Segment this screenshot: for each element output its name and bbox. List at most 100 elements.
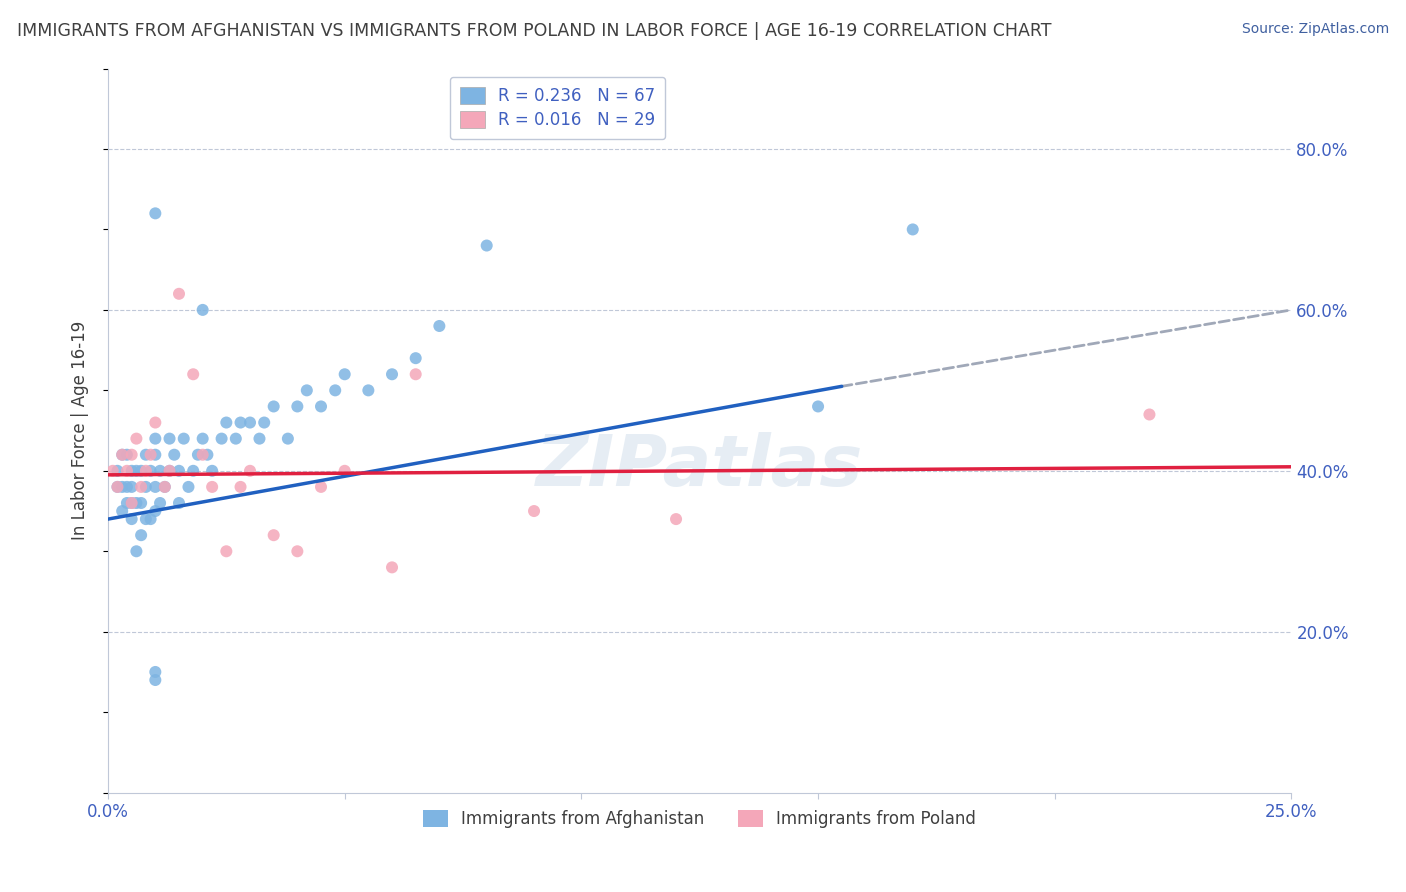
Point [159, 432, 181, 446]
Point [225, 432, 247, 446]
Point [807, 400, 830, 414]
Point [129, 528, 152, 542]
Point [229, 416, 252, 430]
Point [125, 544, 148, 558]
Point [135, 448, 157, 462]
Point [139, 448, 162, 462]
Point [111, 448, 134, 462]
Point [143, 448, 166, 462]
Point [901, 222, 924, 236]
Point [159, 464, 181, 478]
Point [115, 448, 138, 462]
Point [115, 496, 138, 510]
Point [149, 496, 172, 510]
Point [323, 384, 346, 398]
Point [121, 464, 143, 478]
Point [405, 368, 427, 382]
Point [285, 544, 308, 558]
Point [129, 480, 152, 494]
Point [295, 384, 318, 398]
Point [381, 368, 404, 382]
Point [253, 416, 276, 430]
Point [129, 496, 152, 510]
Point [143, 206, 166, 220]
Point [249, 432, 271, 446]
Point [125, 464, 148, 478]
Point [143, 416, 166, 430]
Point [135, 512, 157, 526]
Point [191, 448, 214, 462]
Y-axis label: In Labor Force | Age 16-19: In Labor Force | Age 16-19 [72, 321, 89, 541]
Point [1139, 408, 1161, 422]
Point [121, 496, 143, 510]
Point [111, 504, 134, 518]
Point [201, 464, 224, 478]
Point [309, 480, 332, 494]
Point [143, 432, 166, 446]
Point [135, 464, 157, 478]
Point [111, 480, 134, 494]
Point [143, 673, 166, 687]
Point [143, 480, 166, 494]
Point [187, 448, 209, 462]
Point [405, 351, 427, 366]
Point [277, 432, 299, 446]
Point [381, 560, 404, 574]
Point [139, 464, 162, 478]
Point [215, 544, 238, 558]
Point [333, 368, 356, 382]
Point [121, 480, 143, 494]
Point [153, 480, 176, 494]
Point [129, 464, 152, 478]
Point [191, 302, 214, 317]
Point [159, 464, 181, 478]
Point [107, 480, 129, 494]
Point [107, 464, 129, 478]
Point [229, 480, 252, 494]
Point [475, 238, 498, 252]
Point [121, 512, 143, 526]
Point [181, 368, 204, 382]
Point [167, 496, 190, 510]
Point [115, 464, 138, 478]
Point [357, 384, 380, 398]
Point [143, 665, 166, 679]
Point [125, 432, 148, 446]
Point [333, 464, 356, 478]
Point [285, 400, 308, 414]
Point [153, 480, 176, 494]
Point [115, 480, 138, 494]
Point [111, 448, 134, 462]
Point [121, 496, 143, 510]
Point [121, 448, 143, 462]
Point [101, 464, 124, 478]
Point [107, 480, 129, 494]
Point [181, 464, 204, 478]
Point [167, 464, 190, 478]
Point [191, 432, 214, 446]
Point [201, 480, 224, 494]
Point [239, 464, 262, 478]
Legend: Immigrants from Afghanistan, Immigrants from Poland: Immigrants from Afghanistan, Immigrants … [416, 804, 983, 835]
Point [215, 416, 238, 430]
Point [239, 416, 262, 430]
Point [665, 512, 688, 526]
Point [523, 504, 546, 518]
Point [143, 504, 166, 518]
Point [263, 528, 285, 542]
Text: ZIPatlas: ZIPatlas [536, 433, 863, 501]
Point [211, 432, 233, 446]
Point [125, 496, 148, 510]
Text: Source: ZipAtlas.com: Source: ZipAtlas.com [1241, 22, 1389, 37]
Point [177, 480, 200, 494]
Point [173, 432, 195, 446]
Point [149, 464, 172, 478]
Point [167, 286, 190, 301]
Point [139, 512, 162, 526]
Point [427, 318, 450, 333]
Point [197, 448, 219, 462]
Point [135, 480, 157, 494]
Text: IMMIGRANTS FROM AFGHANISTAN VS IMMIGRANTS FROM POLAND IN LABOR FORCE | AGE 16-19: IMMIGRANTS FROM AFGHANISTAN VS IMMIGRANT… [17, 22, 1052, 40]
Point [163, 448, 186, 462]
Point [263, 400, 285, 414]
